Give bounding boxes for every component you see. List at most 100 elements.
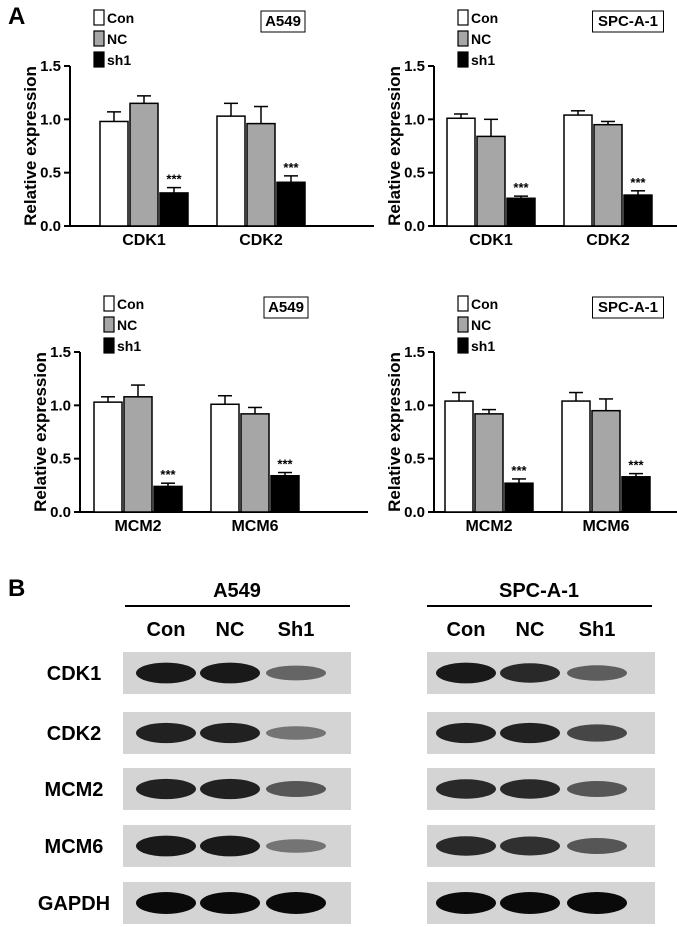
x-category-label: MCM6 — [231, 518, 278, 535]
legend-label: NC — [471, 317, 491, 333]
lane-label: NC — [216, 619, 245, 641]
legend-label: Con — [107, 10, 134, 26]
legend-label: Con — [471, 296, 498, 312]
band-gapdh-nc — [500, 892, 560, 914]
bar-nc-cdk1 — [129, 102, 159, 227]
band-mcm6-nc — [200, 835, 260, 857]
bar-con-mcm6 — [210, 403, 240, 513]
x-category-label: CDK2 — [239, 232, 283, 249]
band-cdk1-sh1 — [567, 665, 627, 681]
band-mcm2-con — [436, 779, 496, 799]
x-category-label: CDK1 — [469, 232, 513, 249]
band-gapdh-con — [136, 892, 196, 914]
panel-a-letter: A — [8, 3, 25, 30]
bar-nc-mcm2 — [123, 396, 153, 513]
band-cdk2-con — [136, 722, 196, 744]
band-mcm2-con — [136, 778, 196, 800]
legend-swatch-sh1 — [457, 337, 469, 354]
band-cdk1-nc — [500, 663, 560, 683]
band-gapdh-nc — [200, 892, 260, 914]
bar-con-cdk2 — [216, 115, 246, 227]
chart-title: A549 — [265, 13, 301, 30]
band-gapdh-con — [436, 892, 496, 914]
x-category-label: CDK1 — [122, 232, 166, 249]
blot-group-1: A549 Con NC Sh1 — [123, 580, 351, 924]
bar-con-mcm2 — [444, 400, 474, 513]
significance-label: *** — [628, 458, 644, 473]
band-cdk1-con — [136, 662, 196, 684]
legend-label: NC — [471, 31, 491, 47]
band-mcm2-sh1 — [266, 781, 326, 797]
legend-swatch-sh1 — [457, 51, 469, 68]
legend-swatch-con — [93, 9, 105, 26]
legend-swatch-con — [103, 295, 115, 312]
blot-group-title: A549 — [213, 580, 261, 602]
protein-label-mcm2: MCM2 — [45, 779, 104, 801]
chart-title: SPC-A-1 — [598, 13, 658, 30]
bar-nc-cdk1 — [476, 135, 506, 227]
y-axis-label: Relative expression — [385, 66, 404, 226]
x-category-label: MCM6 — [582, 518, 629, 535]
y-tick-label: 1.0 — [40, 111, 61, 128]
legend-label: NC — [117, 317, 137, 333]
bar-sh1-cdk2 — [623, 194, 653, 227]
protein-label-mcm6: MCM6 — [45, 836, 104, 858]
bar-nc-cdk2 — [246, 122, 276, 227]
bar-con-cdk1 — [446, 117, 476, 227]
legend-swatch-nc — [457, 30, 469, 47]
band-mcm2-sh1 — [567, 781, 627, 797]
lane-label: NC — [516, 619, 545, 641]
legend-swatch-sh1 — [93, 51, 105, 68]
band-cdk2-nc — [500, 722, 560, 744]
legend-label: Con — [117, 296, 144, 312]
band-mcm6-nc — [500, 836, 560, 856]
legend-swatch-con — [457, 295, 469, 312]
band-mcm6-con — [436, 836, 496, 856]
y-axis-label: Relative expression — [21, 66, 40, 226]
significance-label: *** — [277, 457, 293, 472]
band-cdk2-con — [436, 722, 496, 744]
significance-label: *** — [160, 467, 176, 482]
band-cdk2-nc — [200, 722, 260, 744]
legend-label: sh1 — [471, 52, 495, 68]
y-axis-label: Relative expression — [31, 352, 50, 512]
band-mcm6-sh1 — [266, 839, 326, 853]
band-cdk2-sh1 — [567, 724, 627, 742]
protein-label-cdk1: CDK1 — [47, 663, 101, 685]
band-mcm6-sh1 — [567, 838, 627, 854]
bar-sh1-cdk1 — [506, 197, 536, 227]
band-gapdh-sh1 — [567, 892, 627, 914]
y-tick-label: 1.5 — [404, 58, 425, 75]
protein-label-gapdh: GAPDH — [38, 893, 110, 915]
legend-swatch-nc — [93, 30, 105, 47]
band-mcm2-nc — [200, 778, 260, 800]
legend-label: sh1 — [107, 52, 131, 68]
band-cdk1-nc — [200, 662, 260, 684]
y-tick-label: 1.5 — [50, 344, 71, 361]
legend-label: Con — [471, 10, 498, 26]
significance-label: *** — [166, 172, 182, 187]
lane-label: Sh1 — [278, 619, 315, 641]
band-cdk2-sh1 — [266, 726, 326, 740]
bar-sh1-mcm2 — [504, 482, 534, 513]
bar-nc-mcm6 — [240, 413, 270, 513]
bar-sh1-mcm6 — [621, 476, 651, 513]
lane-label: Con — [447, 619, 486, 641]
bar-sh1-mcm2 — [153, 485, 183, 513]
bar-con-mcm6 — [561, 400, 591, 513]
significance-label: *** — [630, 175, 646, 190]
bar-con-cdk2 — [563, 114, 593, 227]
y-tick-label: 1.0 — [404, 397, 425, 414]
legend-swatch-sh1 — [103, 337, 115, 354]
x-category-label: MCM2 — [114, 518, 161, 535]
y-tick-label: 0.5 — [50, 451, 71, 468]
y-tick-label: 0.0 — [404, 218, 425, 235]
y-tick-label: 0.5 — [40, 165, 61, 182]
chart-title: SPC-A-1 — [598, 299, 658, 316]
chart-title: A549 — [268, 299, 304, 316]
significance-label: *** — [283, 160, 299, 175]
